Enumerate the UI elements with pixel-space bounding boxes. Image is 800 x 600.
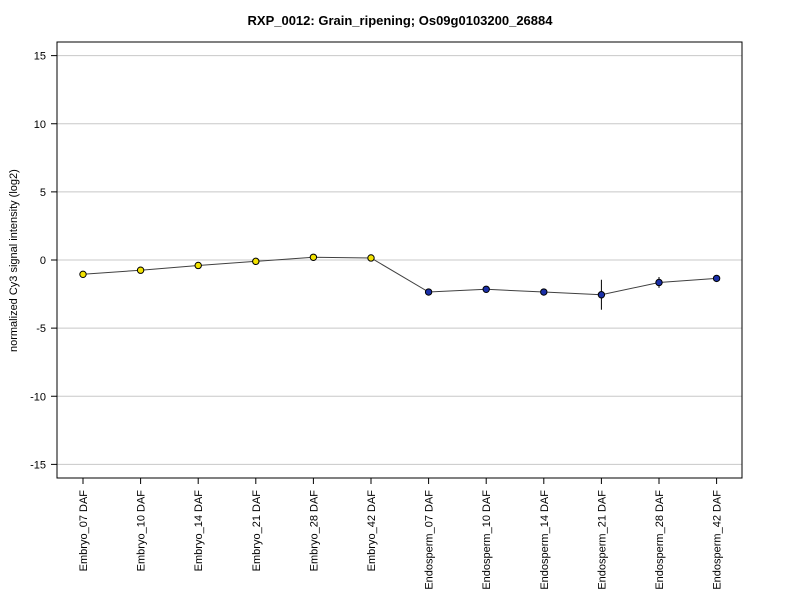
data-point [712,274,721,283]
x-tick-label: Embryo_14 DAF [193,490,205,572]
data-point [136,266,145,274]
y-tick-label: 0 [40,255,46,267]
x-tick-label: Endosperm_07 DAF [424,490,436,590]
y-tick-label: -15 [30,459,46,471]
y-tick-label: 5 [40,187,46,199]
x-tick-label: Embryo_10 DAF [136,490,148,572]
x-axis: Embryo_07 DAF Embryo_10 DAF Embryo_14 DAF E… [78,478,724,590]
data-point [194,261,202,270]
y-axis: 15 10 5 0 -5 -10 -15 [30,51,57,471]
x-tick-label: Endosperm_10 DAF [481,490,493,590]
x-tick-label: Embryo_07 DAF [78,490,90,572]
x-tick-label: Endosperm_21 DAF [596,490,608,590]
x-tick-label: Endosperm_14 DAF [539,490,551,590]
data-point [655,278,663,287]
data-point [309,253,318,261]
x-tick-label: Endosperm_28 DAF [654,490,666,590]
y-tick-label: -10 [30,391,46,403]
data-point [79,270,87,279]
data-point [424,288,433,296]
series-line-group [79,253,721,310]
x-tick-label: Endosperm_42 DAF [712,490,724,590]
gridlines [57,55,742,465]
y-tick-label: 15 [34,51,46,63]
data-point [252,257,260,266]
data-point [597,291,606,299]
x-tick-label: Embryo_21 DAF [251,490,263,572]
y-tick-label: -5 [36,323,46,335]
series-line [82,256,717,296]
data-point [482,285,490,293]
x-tick-label: Embryo_42 DAF [366,490,378,572]
y-tick-label: 10 [34,119,46,131]
data-point [367,254,375,262]
data-point [540,288,548,296]
chart-title: RXP_0012: Grain_ripening; Os09g0103200_2… [247,13,553,28]
x-tick-label: Embryo_28 DAF [308,490,320,572]
